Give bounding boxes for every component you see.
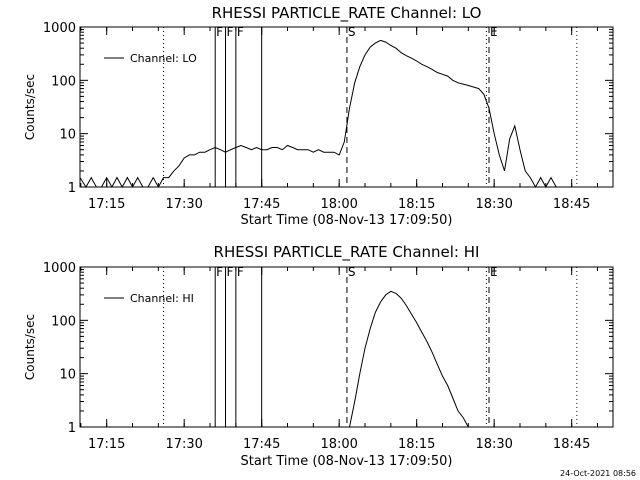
- x-tick-label: 18:15: [398, 437, 435, 452]
- x-tick-label: 18:15: [398, 197, 435, 212]
- x-tick-label: 18:00: [320, 197, 357, 212]
- x-tick-label: 18:00: [320, 437, 357, 452]
- x-axis-label: Start Time (08-Nov-13 17:09:50): [241, 213, 453, 228]
- legend-entry: Channel: LO: [130, 52, 197, 65]
- y-tick-label: 1: [68, 421, 76, 436]
- marker-label: F: [216, 265, 223, 279]
- y-tick-label: 1: [68, 181, 76, 196]
- chart-title: RHESSI PARTICLE_RATE Channel: HI: [214, 243, 480, 262]
- x-tick-label: 17:30: [165, 437, 202, 452]
- marker-label: F: [227, 265, 234, 279]
- marker-label: E: [490, 25, 498, 39]
- y-tick-label: 1000: [43, 261, 76, 276]
- marker-label: F: [237, 265, 244, 279]
- lo-channel-panel: RHESSI PARTICLE_RATE Channel: LO Counts/s…: [23, 4, 614, 228]
- y-tick-label: 100: [51, 74, 76, 89]
- marker-label: E: [490, 265, 498, 279]
- x-tick-label: 18:45: [553, 437, 590, 452]
- x-tick-label: 18:30: [475, 437, 512, 452]
- y-tick-label: 100: [51, 314, 76, 329]
- hi-channel-panel: RHESSI PARTICLE_RATE Channel: HI Counts/s…: [23, 243, 614, 469]
- y-tick-label: 10: [59, 128, 76, 143]
- x-axis-label: Start Time (08-Nov-13 17:09:50): [241, 454, 453, 469]
- y-tick-label: 1000: [43, 21, 76, 36]
- x-tick-label: 17:15: [88, 197, 125, 212]
- marker-label: S: [348, 265, 356, 279]
- x-tick-label: 18:45: [553, 197, 590, 212]
- x-tick-label: 17:45: [243, 197, 280, 212]
- marker-label: F: [237, 25, 244, 39]
- y-tick-label: 10: [59, 368, 76, 383]
- chart-title: RHESSI PARTICLE_RATE Channel: LO: [212, 4, 482, 23]
- marker-label: F: [216, 25, 223, 39]
- x-tick-label: 17:45: [243, 437, 280, 452]
- y-axis-label: Counts/sec: [23, 314, 37, 380]
- x-tick-label: 18:30: [475, 197, 512, 212]
- x-tick-label: 17:30: [165, 197, 202, 212]
- generation-timestamp: 24-Oct-2021 08:56: [560, 469, 636, 478]
- marker-label: S: [348, 25, 356, 39]
- series-line: [79, 39, 557, 189]
- x-tick-label: 17:15: [88, 437, 125, 452]
- y-axis-label: Counts/sec: [23, 74, 37, 140]
- legend-entry: Channel: HI: [130, 292, 194, 305]
- marker-label: F: [227, 25, 234, 39]
- series-line: [349, 290, 469, 428]
